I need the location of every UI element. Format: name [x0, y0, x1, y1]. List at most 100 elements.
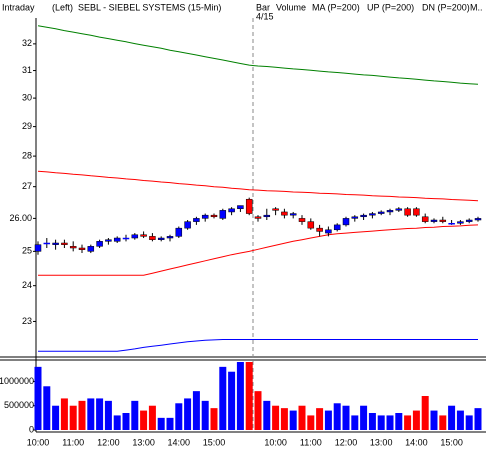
x-tick-label: 15:00: [203, 437, 226, 447]
y-tick-label: 24: [22, 280, 32, 290]
volume-bar: [289, 410, 297, 430]
candle-body: [369, 213, 376, 216]
x-tick-label: 12:00: [97, 437, 120, 447]
candle-body: [210, 214, 218, 218]
candle-body: [34, 244, 42, 252]
candle-body: [386, 210, 394, 213]
volume-bar: [368, 413, 376, 430]
volume-bar: [324, 410, 332, 430]
volume-bar: [448, 405, 456, 430]
candle-body: [219, 210, 227, 219]
candle-body: [140, 234, 147, 237]
candle-body: [69, 246, 77, 249]
volume-bar: [96, 398, 104, 430]
volume-bar: [298, 405, 306, 430]
candle-body: [105, 239, 112, 242]
y-tick-label: 23: [22, 316, 32, 326]
candle-body: [263, 214, 271, 218]
candle-body: [342, 218, 350, 226]
legend-entry: UP (P=200): [367, 2, 414, 12]
volume-bar: [333, 403, 341, 430]
volume-bar: [342, 405, 350, 430]
x-tick-label: 13:00: [370, 437, 393, 447]
candle-body: [254, 216, 262, 219]
candle-body: [228, 208, 235, 213]
x-tick-label: 10:00: [27, 437, 50, 447]
candle-body: [122, 237, 130, 240]
volume-bar: [157, 417, 165, 430]
x-tick-label: 14:00: [168, 437, 191, 447]
candle-body: [298, 218, 306, 222]
candle-body: [307, 221, 315, 229]
candle-body: [184, 221, 191, 229]
volume-bar: [131, 400, 139, 430]
volume-bar: [421, 396, 429, 430]
candle-body: [96, 241, 103, 247]
candle-body: [351, 216, 359, 219]
volume-bar: [184, 398, 192, 430]
volume-bar: [228, 371, 236, 430]
indicator-line: [38, 224, 479, 276]
volume-bar: [263, 400, 271, 430]
axis-side-label: (Left): [52, 2, 73, 12]
volume-bar: [412, 410, 420, 430]
candle-body: [395, 208, 403, 211]
chart-title: SEBL - SIEBEL SYSTEMS (15-Min): [78, 2, 221, 12]
candle-body: [448, 223, 455, 225]
y-tick-label: 1000000: [0, 376, 34, 386]
volume-bar: [465, 415, 473, 430]
volume-bar: [439, 415, 447, 430]
indicator-line: [37, 170, 479, 202]
volume-bar: [219, 366, 227, 430]
x-tick-label: 11:00: [300, 437, 322, 447]
candle-body: [272, 208, 279, 211]
candle-body: [78, 247, 86, 250]
legend-entry: DN (P=200): [422, 2, 470, 12]
volume-bar: [104, 400, 112, 430]
volume-bar: [360, 405, 368, 430]
legend-entry: M..: [470, 2, 483, 12]
legend-entry: Volume: [276, 2, 306, 12]
y-tick-label: 27: [22, 181, 32, 191]
volume-bar: [34, 366, 42, 430]
candle-body: [333, 224, 341, 231]
volume-bar: [236, 362, 244, 430]
volume-bar: [456, 410, 464, 430]
cursor-label: Bar: [256, 2, 270, 12]
volume-bar: [430, 410, 438, 430]
x-tick-label: 10:00: [264, 437, 287, 447]
candle-body: [439, 219, 447, 222]
x-tick-label: 13:00: [132, 437, 155, 447]
cursor-date: 4/15: [256, 11, 274, 21]
volume-bar: [43, 386, 51, 430]
x-tick-label: 14:00: [405, 437, 428, 447]
volume-bar: [351, 415, 359, 430]
volume-bar: [140, 410, 148, 430]
candle-body: [474, 218, 482, 221]
volume-bar: [175, 403, 183, 430]
candle-body: [131, 234, 139, 239]
candle-body: [157, 237, 165, 240]
candle-body: [465, 219, 473, 222]
y-tick-label: 28: [22, 150, 32, 160]
legend-entry: MA (P=200): [312, 2, 360, 12]
y-tick-label: 30: [22, 92, 32, 102]
candle-body: [325, 229, 332, 234]
volume-bar: [201, 400, 209, 430]
volume-bar: [272, 405, 280, 430]
x-tick-label: 15:00: [440, 437, 463, 447]
candle-body: [166, 236, 174, 239]
volume-bar: [395, 413, 403, 430]
y-tick-label: 0: [29, 424, 34, 434]
y-tick-label: 31: [22, 65, 32, 75]
candle-body: [61, 242, 68, 245]
candle-body: [404, 208, 411, 216]
indicator-line: [37, 25, 479, 85]
indicator-line: [38, 339, 478, 352]
candle-body: [193, 218, 200, 222]
candle-body: [149, 236, 156, 240]
y-tick-label: 500000: [4, 400, 34, 410]
candle-body: [237, 205, 244, 210]
volume-bar: [69, 405, 77, 430]
candle-body: [457, 221, 464, 224]
